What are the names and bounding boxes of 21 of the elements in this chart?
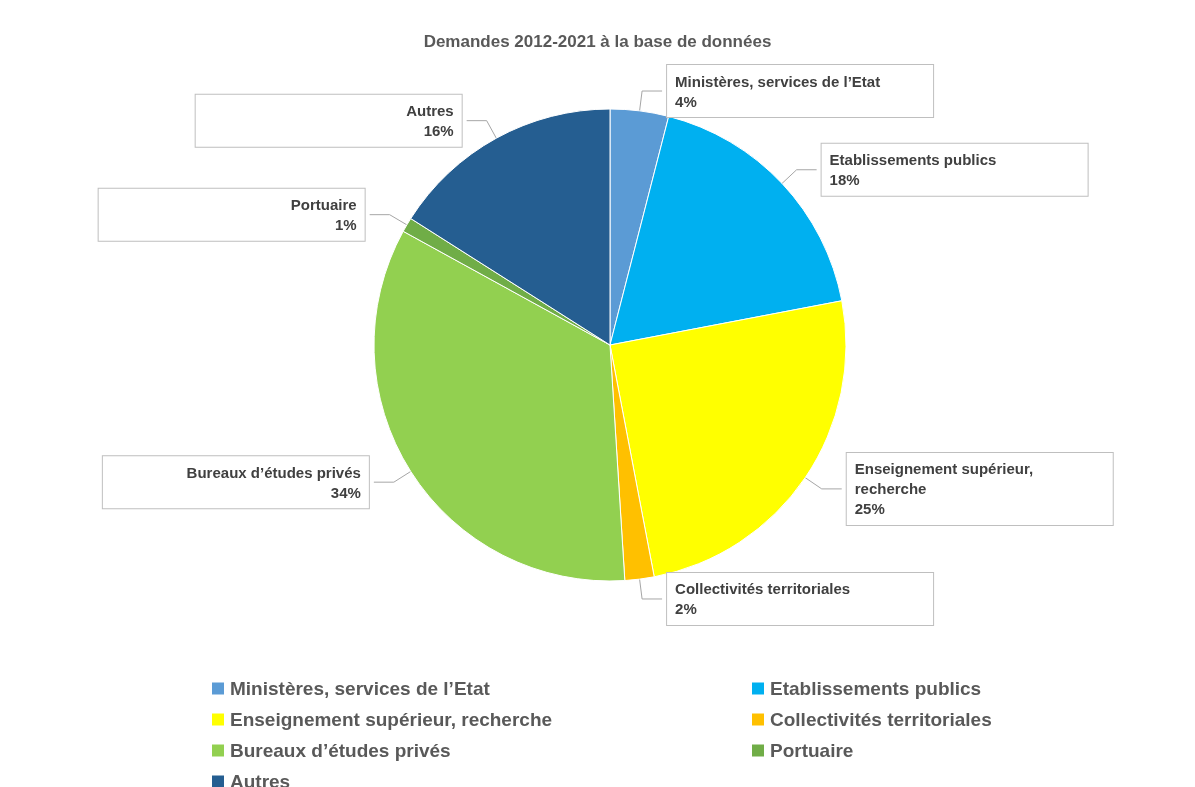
chart-title: Demandes 2012-2021 à la base de données xyxy=(423,32,772,51)
data-label: 34% xyxy=(330,483,361,501)
slice-label: Bureaux d’études privés xyxy=(186,463,361,481)
data-label: 25% xyxy=(854,500,885,518)
slice-label: Ministères, services de l’Etat xyxy=(675,72,881,90)
legend-label: Ministères, services de l’Etat xyxy=(230,678,491,699)
slice-label: Collectivités territoriales xyxy=(675,580,851,598)
legend-label: Etablissements publics xyxy=(770,678,982,699)
legend-label: Bureaux d’études privés xyxy=(230,740,451,761)
data-label: 4% xyxy=(675,92,697,110)
legend-label: Collectivités territoriales xyxy=(770,709,992,730)
data-label: 2% xyxy=(675,600,697,618)
data-label: 1% xyxy=(334,216,357,234)
slice-label: Enseignement supérieur, recherche xyxy=(854,460,1038,498)
data-label: 16% xyxy=(423,122,454,140)
legend-label: Enseignement supérieur, recherche xyxy=(230,709,553,730)
legend-label: Portuaire xyxy=(770,740,854,761)
data-label: 18% xyxy=(829,171,860,189)
slice-label: Portuaire xyxy=(290,196,357,214)
slice-label: Etablissements publics xyxy=(829,151,997,169)
slice-label: Autres xyxy=(406,102,454,120)
